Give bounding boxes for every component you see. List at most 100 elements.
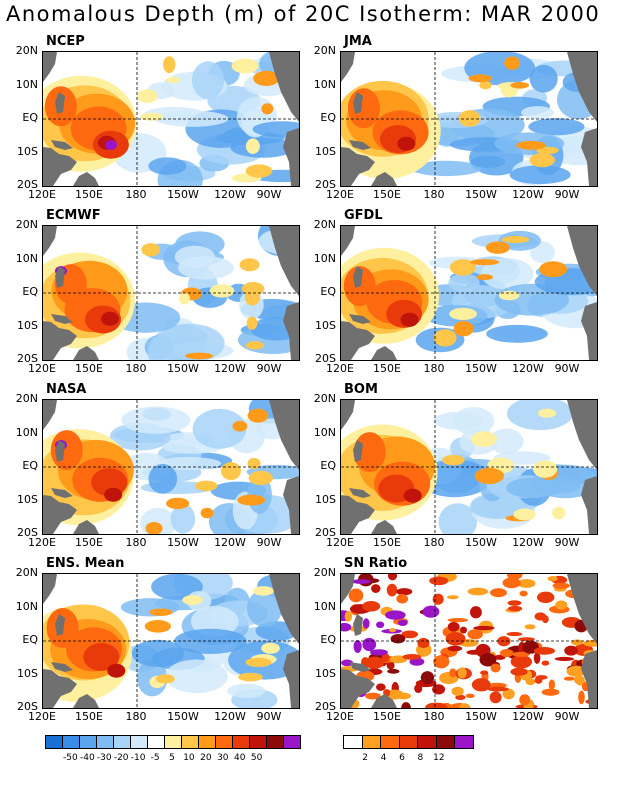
warm-anomaly-blob	[261, 103, 274, 115]
latitude-tick-label: 10S	[315, 666, 336, 680]
colorbar-swatch	[362, 736, 382, 748]
colorbar-label: -10	[130, 753, 146, 763]
sn-ratio-blob	[499, 649, 514, 658]
landmass	[269, 574, 299, 644]
panel-title: GFDL	[344, 208, 383, 223]
landmass	[55, 92, 65, 114]
longitude-tick-label: 150E	[75, 188, 103, 201]
latitude-tick-label: 20N	[313, 218, 336, 231]
colorbar-label: 2	[362, 753, 368, 763]
warm-anomaly-blob	[137, 89, 158, 104]
warm-anomaly-blob	[470, 259, 500, 266]
colorbar-label: -20	[113, 753, 129, 763]
warm-anomaly-blob	[209, 284, 235, 298]
sn-ratio-blob	[341, 622, 352, 632]
sn-ratio-blob	[351, 579, 371, 584]
warm-anomaly-blob	[470, 431, 497, 448]
cool-anomaly-blob	[151, 574, 203, 600]
latitude-tick-label: 20N	[15, 44, 38, 57]
warm-anomaly-blob	[104, 487, 123, 502]
cool-anomaly-blob	[148, 157, 187, 175]
sn-ratio-blob	[362, 637, 377, 652]
warm-anomaly-blob	[353, 432, 386, 473]
latitude-tick-label: 20S	[315, 526, 336, 539]
longitude-tick-label: 150W	[465, 362, 497, 375]
colorbar-label: 5	[169, 753, 175, 763]
latitude-tick-label: 10N	[313, 251, 336, 265]
latitude-tick-label: EQ	[320, 111, 336, 124]
warm-anomaly-blob	[552, 506, 566, 520]
sn-ratio-blob	[396, 588, 413, 596]
cool-anomaly-blob	[192, 408, 247, 449]
colorbar-swatch	[250, 736, 267, 748]
cool-anomaly-blob	[148, 464, 178, 494]
latitude-tick-label: 10N	[15, 251, 38, 265]
warm-anomaly-blob	[485, 241, 510, 254]
longitude-tick-label: 180	[423, 710, 445, 723]
cool-anomaly-blob	[480, 258, 534, 290]
cool-anomaly-blob	[410, 160, 482, 177]
longitude-tick-label: 150E	[373, 188, 401, 201]
latitude-tick-label: 20S	[17, 352, 38, 365]
warm-anomaly-blob	[83, 643, 120, 672]
landmass	[371, 172, 397, 186]
landmass	[567, 226, 597, 296]
sn-ratio-blob	[447, 621, 460, 632]
map-plot-area	[340, 51, 598, 187]
sn-ratio-blob	[432, 684, 446, 695]
landmass	[73, 346, 99, 360]
colorbar-label: 30	[217, 753, 229, 763]
sn-ratio-blob	[510, 655, 533, 669]
warm-anomaly-blob	[252, 586, 275, 596]
warm-anomaly-blob	[166, 497, 190, 510]
landmass	[43, 226, 57, 256]
landmass	[567, 52, 597, 122]
sn-ratio-blob	[362, 618, 370, 629]
warm-anomaly-blob	[479, 80, 492, 90]
warm-anomaly-blob	[539, 261, 568, 278]
landmass	[43, 400, 57, 430]
warm-anomaly-blob	[474, 467, 505, 485]
landmass	[43, 574, 57, 604]
latitude-tick-label: 20S	[315, 352, 336, 365]
warm-anomaly-blob	[253, 70, 280, 86]
warm-anomaly-blob	[501, 236, 530, 244]
warm-anomaly-blob	[537, 408, 557, 418]
colorbar-swatch	[131, 736, 148, 748]
landmass	[349, 662, 371, 672]
sn-ratio-blob	[480, 670, 489, 675]
sn-ratio-blob	[447, 618, 469, 623]
sn-ratio-blob	[479, 653, 497, 667]
panel-title: BOM	[344, 382, 378, 397]
latitude-tick-label: EQ	[320, 633, 336, 646]
panel-title: ENS. Mean	[46, 556, 125, 571]
landmass	[73, 172, 99, 186]
colorbar-swatch	[233, 736, 250, 748]
sn-ratio-blob	[510, 667, 528, 676]
latitude-tick-label: 20N	[15, 392, 38, 405]
warm-anomaly-blob	[179, 292, 190, 305]
warm-anomaly-blob	[185, 352, 214, 360]
sn-ratio-blob	[447, 645, 463, 652]
sn-ratio-blob	[563, 676, 575, 681]
landmass	[341, 574, 355, 604]
sn-ratio-blob	[455, 694, 466, 701]
map-canvas	[43, 52, 299, 186]
latitude-tick-label: 10S	[17, 144, 38, 158]
colorbar-swatch	[97, 736, 114, 748]
sn-ratio-blob	[487, 686, 509, 692]
longitude-tick-label: 150W	[167, 362, 199, 375]
sn-ratio-blob	[386, 661, 395, 670]
landmass	[353, 614, 363, 636]
sn-ratio-blob	[541, 615, 549, 624]
sn-ratio-blob	[583, 639, 597, 647]
longitude-tick-label: 120W	[512, 188, 544, 201]
sn-ratio-blob	[365, 692, 381, 700]
landmass	[51, 488, 73, 498]
sn-ratio-blob	[471, 678, 491, 692]
warm-anomaly-blob	[232, 420, 248, 432]
colorbar-label: 6	[399, 753, 405, 763]
sn-ratio-blob	[541, 688, 560, 696]
cool-anomaly-blob	[529, 64, 558, 93]
warm-anomaly-blob	[248, 470, 273, 486]
